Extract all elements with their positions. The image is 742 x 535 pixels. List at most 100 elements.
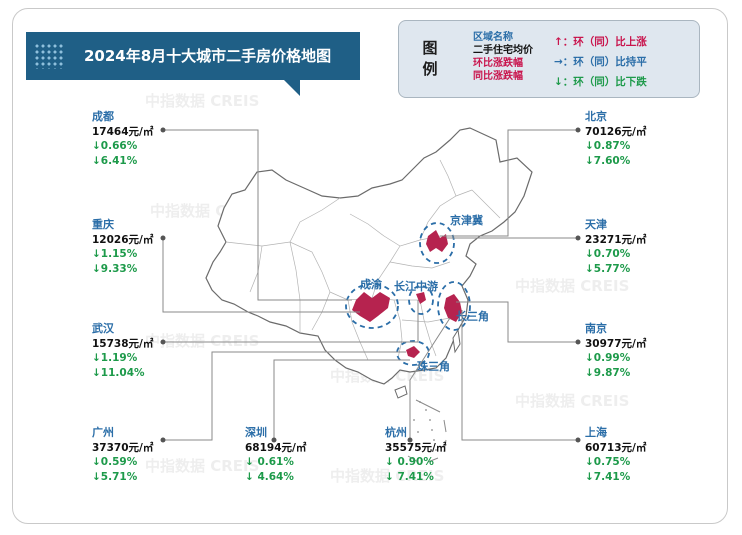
city-price: 15738元/㎡ <box>92 337 154 350</box>
province-border <box>347 299 369 361</box>
city-mom: ↓ 0.90% <box>385 456 434 468</box>
leader-line <box>163 351 406 441</box>
province-border <box>289 197 341 243</box>
city-yoy: ↓9.33% <box>92 262 138 275</box>
city-yoy: ↓7.41% <box>585 470 631 483</box>
city-price: 37370元/㎡ <box>92 441 154 454</box>
legend-items: 区域名称 二手住宅均价 环比涨跌幅 同比涨跌幅 <box>473 31 533 83</box>
city-mom: ↓0.75% <box>585 456 631 468</box>
city-mom: ↓0.87% <box>585 140 631 152</box>
city-mom: ↓0.99% <box>585 352 631 364</box>
legend-item-price: 二手住宅均价 <box>473 45 533 56</box>
city-block-shenzhen: 深圳 68194元/㎡ ↓ 0.61% ↓ 4.64% <box>245 426 306 484</box>
city-block-wuhan: 武汉 15738元/㎡ ↓1.19% ↓11.04% <box>92 322 153 380</box>
region-label-jingjinji: 京津冀 <box>450 213 483 227</box>
city-price: 70126元/㎡ <box>585 125 647 138</box>
zhusanjiao-circle <box>396 340 430 366</box>
city-price: 60713元/㎡ <box>585 441 647 454</box>
city-mom: ↓1.19% <box>92 352 138 364</box>
leader-dots <box>160 127 581 443</box>
leader-line <box>461 310 578 441</box>
city-block-chengdu: 成都 17464元/㎡ ↓0.66% ↓6.41% <box>92 110 153 168</box>
region-label-changjiang: 长江中游 <box>394 279 438 293</box>
province-border <box>401 317 451 323</box>
page-title: 2024年8月十大城市二手房价格地图 <box>84 47 332 65</box>
city-clusters <box>352 230 462 358</box>
city-price: 17464元/㎡ <box>92 125 154 138</box>
changjiang-circle <box>408 285 434 315</box>
city-price: 30977元/㎡ <box>585 337 647 350</box>
city-name: 武汉 <box>92 322 114 335</box>
province-border <box>471 189 501 219</box>
leader-line <box>163 300 419 343</box>
province-border <box>389 261 451 269</box>
city-mom: ↓0.59% <box>92 456 138 468</box>
legend-item-mom: 环比涨跌幅 <box>473 58 523 69</box>
chengyu-cluster <box>352 292 390 322</box>
city-block-tianjin: 天津 23271元/㎡ ↓0.70% ↓5.77% <box>585 218 646 276</box>
changsanjiao-cluster <box>444 294 462 322</box>
changjiang-cluster <box>416 292 426 304</box>
city-mom: ↓ 0.61% <box>245 456 294 468</box>
city-price: 68194元/㎡ <box>245 441 307 454</box>
city-block-guangzhou: 广州 37370元/㎡ ↓0.59% ↓5.71% <box>92 426 153 484</box>
leader-line <box>163 129 352 301</box>
legend-item-yoy: 同比涨跌幅 <box>473 71 523 82</box>
city-price: 12026元/㎡ <box>92 233 154 246</box>
legend-item-region: 区域名称 <box>473 32 513 43</box>
city-block-shanghai: 上海 60713元/㎡ ↓0.75% ↓7.41% <box>585 426 646 484</box>
taiwan-island <box>452 328 461 354</box>
province-border <box>349 213 401 247</box>
legend-arrow-down: ↓：环（同）比下跌 <box>554 76 647 88</box>
leader-line <box>440 129 578 237</box>
region-label-zhusanjiao: 珠三角 <box>417 359 450 373</box>
city-name: 天津 <box>585 218 607 231</box>
city-yoy: ↓5.77% <box>585 262 631 275</box>
leader-line <box>162 238 360 313</box>
hainan-island <box>394 385 408 399</box>
legend-arrows: ↑：环（同）比上涨 →：环（同）比持平 ↓：环（同）比下跌 <box>554 32 647 92</box>
city-name: 南京 <box>585 322 607 335</box>
leader-line <box>409 317 451 440</box>
city-mom: ↓0.66% <box>92 140 138 152</box>
china-outline <box>205 127 533 385</box>
city-block-hangzhou: 杭州 35575元/㎡ ↓ 0.90% ↓ 7.41% <box>385 426 446 484</box>
jingjinji-cluster <box>426 230 448 252</box>
zhusanjiao-cluster <box>406 346 420 358</box>
city-yoy: ↓6.41% <box>92 154 138 167</box>
region-label-chengyu: 成渝 <box>360 277 383 291</box>
chengyu-circle <box>345 283 399 329</box>
city-price: 23271元/㎡ <box>585 233 647 246</box>
city-name: 上海 <box>585 426 607 439</box>
province-border <box>225 241 331 293</box>
legend-box: 图例 区域名称 二手住宅均价 环比涨跌幅 同比涨跌幅 ↑：环（同）比上涨 →：环… <box>398 20 700 98</box>
city-name: 深圳 <box>245 426 267 439</box>
province-border <box>289 241 301 333</box>
jingjinji-circle <box>419 222 455 264</box>
city-yoy: ↓ 7.41% <box>385 470 434 483</box>
region-label-changsanjiao: 长三角 <box>456 309 489 323</box>
city-block-chongqing: 重庆 12026元/㎡ ↓1.15% ↓9.33% <box>92 218 153 276</box>
city-yoy: ↓7.60% <box>585 154 631 167</box>
legend-arrow-up: ↑：环（同）比上涨 <box>554 36 647 48</box>
dots-decoration-icon <box>34 43 64 69</box>
province-border <box>419 299 437 357</box>
city-name: 杭州 <box>385 426 407 439</box>
city-name: 成都 <box>92 110 114 123</box>
city-price: 35575元/㎡ <box>385 441 447 454</box>
city-yoy: ↓5.71% <box>92 470 138 483</box>
province-border <box>371 235 441 299</box>
city-name: 广州 <box>92 426 114 439</box>
city-yoy: ↓ 4.64% <box>245 470 294 483</box>
city-block-beijing: 北京 70126元/㎡ ↓0.87% ↓7.60% <box>585 110 646 168</box>
leader-line <box>273 359 410 440</box>
city-mom: ↓1.15% <box>92 248 138 260</box>
city-name: 北京 <box>585 110 607 123</box>
city-name: 重庆 <box>92 218 114 231</box>
title-banner: 2024年8月十大城市二手房价格地图 <box>26 32 360 96</box>
legend-title: 图例 <box>422 39 438 78</box>
city-yoy: ↓9.87% <box>585 366 631 379</box>
city-yoy: ↓11.04% <box>92 366 145 379</box>
province-border <box>439 159 457 197</box>
